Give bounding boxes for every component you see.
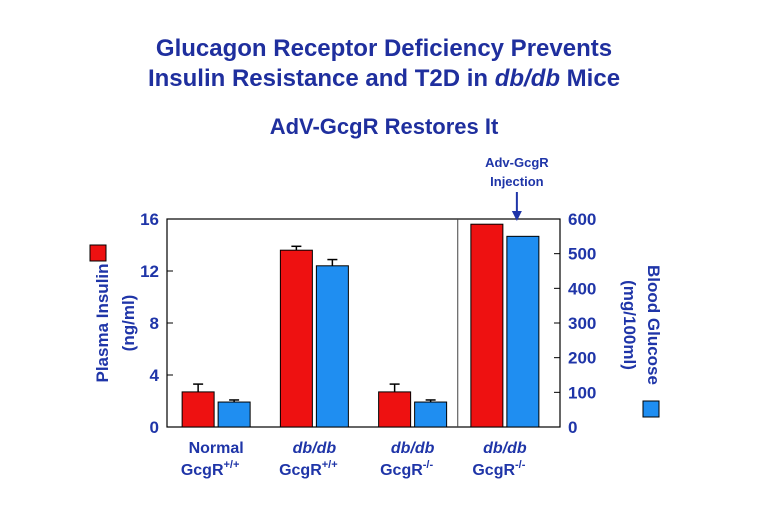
title-line2-part-c: Mice bbox=[560, 65, 621, 92]
chart-title-line1: Glucagon Receptor Deficiency Prevents bbox=[155, 35, 613, 62]
right-axis-tick-label: 0 bbox=[568, 418, 577, 437]
left-axis-tick-label: 8 bbox=[150, 314, 159, 333]
category-label-line2: GcgR-/- bbox=[472, 459, 525, 479]
chart-subtitle: AdV-GcgR Restores It bbox=[269, 114, 499, 139]
right-axis-tick-label: 500 bbox=[568, 245, 596, 264]
category-label-line1: db/db bbox=[293, 440, 337, 457]
legend-marker-insulin bbox=[89, 244, 107, 262]
right-axis-tick-label: 200 bbox=[568, 349, 596, 368]
left-axis-label-line2: (ng/ml) bbox=[119, 295, 138, 352]
category-label-line1: db/db bbox=[391, 440, 435, 457]
annotation-line1: Adv-GcgR bbox=[485, 155, 549, 170]
left-axis-tick-label: 16 bbox=[140, 210, 159, 229]
category-label-superscript: -/- bbox=[515, 459, 526, 471]
bar-blood-glucose bbox=[315, 265, 349, 428]
category-label-line2: GcgR-/- bbox=[380, 459, 433, 479]
bar-plasma-insulin bbox=[378, 391, 412, 428]
category-label-superscript: +/+ bbox=[322, 459, 338, 471]
category-label-superscript: -/- bbox=[423, 459, 434, 471]
left-axis-label-group: Plasma Insulin (ng/ml) bbox=[93, 263, 138, 382]
category-label-line2: GcgR+/+ bbox=[279, 459, 338, 479]
left-axis-tick-label: 4 bbox=[150, 366, 160, 385]
category-label-superscript: +/+ bbox=[224, 459, 240, 471]
right-axis-tick-label: 100 bbox=[568, 383, 596, 402]
bar-blood-glucose bbox=[414, 401, 448, 428]
left-axis-tick-label: 0 bbox=[150, 418, 159, 437]
legend-marker-glucose bbox=[642, 400, 660, 418]
category-label-line1: Normal bbox=[189, 440, 244, 457]
right-axis-tick-label: 400 bbox=[568, 279, 596, 298]
right-axis-tick-label: 600 bbox=[568, 210, 596, 229]
left-axis-label-line1: Plasma Insulin bbox=[93, 263, 112, 382]
bar-plasma-insulin bbox=[279, 249, 313, 428]
bar-blood-glucose bbox=[217, 401, 251, 428]
category-label-line1: db/db bbox=[483, 440, 527, 457]
bar-plasma-insulin bbox=[181, 391, 215, 428]
title-line2-dbdb: db/db bbox=[494, 65, 561, 92]
chart-title-line2: Insulin Resistance and T2D in db/db Mice bbox=[0, 64, 768, 94]
bar-plasma-insulin bbox=[470, 223, 504, 428]
right-axis-label-line2: (mg/100ml) bbox=[620, 280, 639, 370]
right-axis-tick-label: 300 bbox=[568, 314, 596, 333]
right-axis-label-line1: Blood Glucose bbox=[644, 265, 663, 385]
left-axis-tick-label: 12 bbox=[140, 262, 159, 281]
title-line2-part-a: Insulin Resistance and T2D in bbox=[147, 65, 495, 92]
annotation-line2: Injection bbox=[490, 174, 544, 189]
category-label-line2: GcgR+/+ bbox=[181, 459, 240, 479]
bar-blood-glucose bbox=[506, 235, 540, 428]
annotation-arrow-head bbox=[511, 211, 522, 221]
right-axis-label-group: Blood Glucose (mg/100ml) bbox=[620, 265, 663, 385]
